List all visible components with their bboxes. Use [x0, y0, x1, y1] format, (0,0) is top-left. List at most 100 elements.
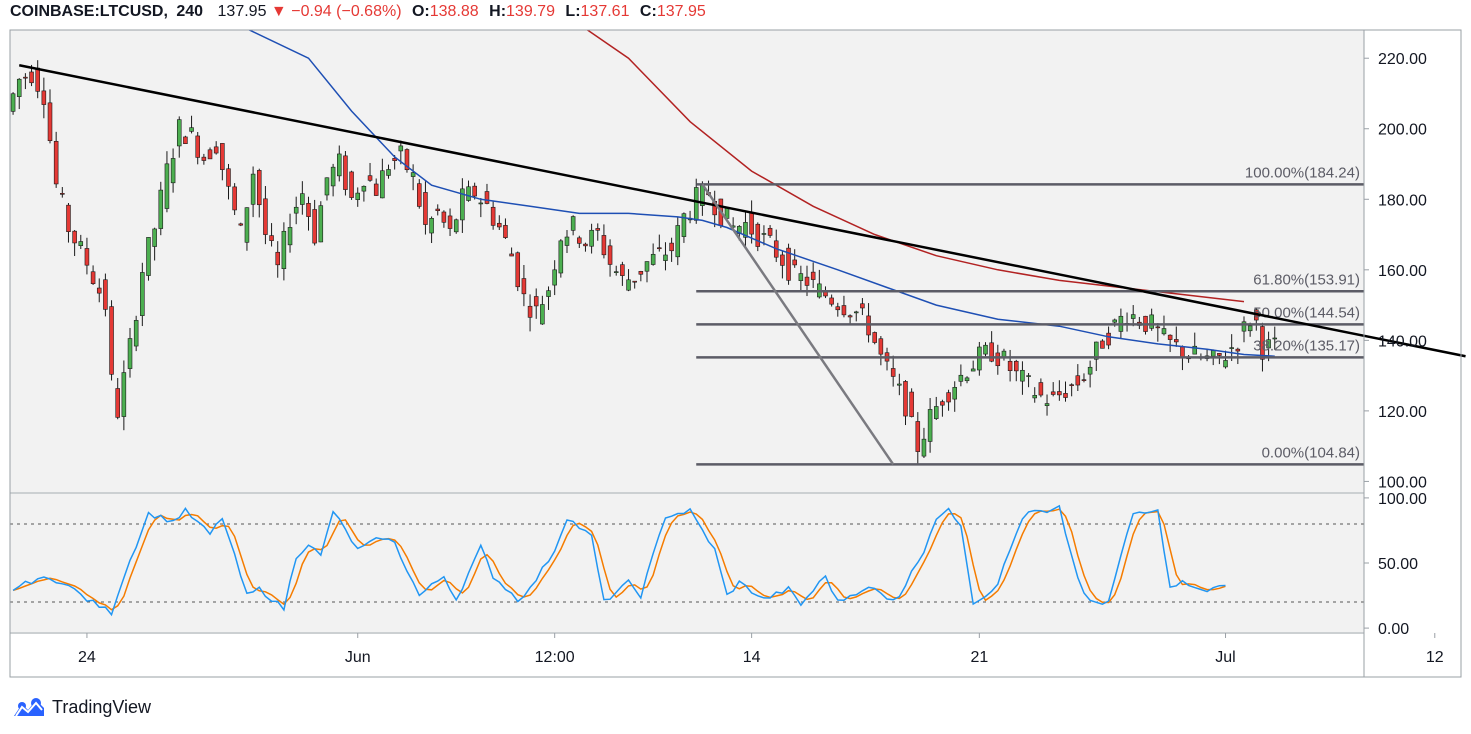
timeframe-label[interactable]: 240	[176, 3, 204, 20]
candle-body	[552, 269, 557, 286]
candle-body	[607, 245, 613, 265]
candle-body	[515, 252, 521, 288]
candle-body	[872, 332, 877, 343]
candle-body	[361, 185, 367, 192]
candle-body	[238, 223, 244, 226]
tradingview-brand[interactable]: TradingView	[10, 694, 151, 720]
candle-body	[429, 218, 434, 234]
candle-body	[940, 401, 945, 406]
stochastic-layer	[12, 504, 1226, 617]
candle-body	[121, 372, 127, 417]
candle-body	[300, 193, 305, 205]
candle-body	[761, 233, 767, 235]
moving-average-blue	[247, 30, 1275, 357]
candle-body	[146, 237, 151, 276]
candle-body	[472, 185, 477, 197]
candle-body	[441, 211, 447, 223]
candle-body	[1161, 328, 1167, 335]
open-value: 138.88	[429, 3, 479, 20]
candle-body	[1044, 403, 1050, 406]
candle-body	[915, 421, 921, 452]
candle-body	[275, 251, 280, 266]
candle-body	[164, 163, 170, 209]
candle-body	[847, 315, 853, 318]
candle-body	[1130, 314, 1136, 319]
candle-body	[755, 223, 761, 247]
candle-body	[16, 78, 22, 97]
candle-body	[983, 344, 988, 355]
candle-body	[41, 90, 47, 105]
price-tick-label: 180.00	[1378, 192, 1427, 209]
candle-body	[453, 219, 459, 233]
descending-trendline	[18, 64, 1466, 358]
price-change: −0.94 (−0.68%)	[291, 3, 402, 20]
candle-body	[570, 216, 576, 231]
candle-body	[1112, 319, 1118, 323]
candle-body	[540, 304, 545, 325]
last-price: 137.95	[217, 3, 267, 20]
time-tick-label: 12:00	[535, 649, 575, 666]
candle-body	[1229, 347, 1234, 349]
candle-body	[835, 306, 841, 311]
candle-body	[1075, 375, 1081, 386]
candle-body	[995, 352, 1001, 367]
candle-body	[786, 247, 791, 281]
candle-body	[330, 166, 336, 187]
high-value: 139.79	[506, 3, 555, 20]
candle-body	[1069, 384, 1074, 386]
tradingview-cloud-icon	[14, 698, 44, 717]
candle-body	[780, 254, 785, 266]
candle-body	[1057, 391, 1062, 396]
candle-body	[952, 387, 957, 400]
oscillator-pane-background[interactable]	[10, 494, 1364, 632]
candle-body	[349, 171, 354, 198]
candle-body	[527, 305, 533, 318]
candle-body	[96, 287, 102, 294]
candle-body	[109, 306, 114, 375]
candle-body	[1180, 346, 1185, 359]
candle-body	[860, 303, 865, 309]
candle-body	[478, 202, 484, 205]
candle-body	[890, 368, 896, 377]
candle-body	[509, 253, 514, 257]
candle-body	[392, 157, 397, 161]
candle-body	[613, 271, 619, 273]
candle-body	[533, 296, 539, 307]
candle-body	[638, 271, 644, 275]
main-pane-background[interactable]	[10, 30, 1364, 492]
candle-body	[521, 278, 527, 295]
fib-level-label: 0.00%(104.84)	[1262, 444, 1360, 461]
candle-body	[232, 186, 237, 211]
osc-tick-label: 50.00	[1378, 556, 1418, 573]
candle-body	[373, 183, 379, 196]
candle-body	[466, 186, 471, 201]
candle-body	[312, 209, 317, 244]
candle-body	[176, 119, 182, 147]
candle-body	[343, 155, 348, 190]
time-tick-label: Jun	[345, 649, 371, 666]
candle-body	[1106, 332, 1111, 346]
candle-body	[897, 383, 902, 386]
candle-body	[1167, 334, 1173, 340]
candle-body	[1100, 340, 1105, 349]
candle-body	[183, 136, 188, 144]
candle-body	[318, 205, 324, 243]
price-tick-label: 120.00	[1378, 404, 1427, 421]
candle-body	[1081, 379, 1087, 381]
fib-level-label: 61.80%(153.91)	[1253, 271, 1360, 288]
candle-body	[355, 192, 361, 200]
candle-body	[989, 342, 994, 362]
time-tick-label: 24	[78, 649, 96, 666]
candle-body	[626, 279, 631, 291]
price-tick-label: 160.00	[1378, 263, 1427, 280]
candle-body	[256, 170, 262, 206]
close-label: C:	[639, 3, 657, 20]
candle-body	[595, 228, 601, 231]
symbol-label[interactable]: COINBASE:LTCUSD,	[10, 3, 168, 20]
axes-layer: 220.00200.00180.00160.00140.00120.00100.…	[9, 29, 1462, 678]
price-chart[interactable]: 100.00%(184.24) 61.80%(153.91) 50.00%(144.…	[0, 0, 1471, 690]
candle-body	[336, 153, 342, 177]
candle-body	[921, 438, 927, 457]
price-axis-frame	[1363, 29, 1462, 678]
candle-body	[1155, 326, 1161, 329]
